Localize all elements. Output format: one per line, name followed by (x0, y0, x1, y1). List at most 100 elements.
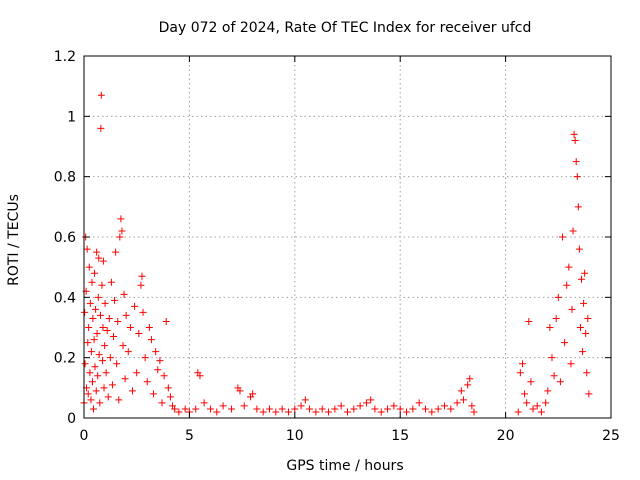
data-point (571, 136, 579, 144)
data-point (99, 257, 107, 265)
data-point (581, 269, 589, 277)
data-point (312, 408, 320, 416)
data-point (99, 357, 107, 365)
y-tick-label: 0 (67, 411, 76, 427)
data-point (112, 248, 120, 256)
axis-ticks: 0 5 10 15 20 25 0 0.2 0.4 0.6 0.8 1 1.2 (54, 49, 620, 444)
x-tick-label: 5 (185, 428, 194, 444)
data-point (542, 399, 550, 407)
data-point (88, 378, 96, 386)
x-tick-label: 10 (286, 428, 304, 444)
data-point (171, 405, 179, 413)
data-point (102, 369, 110, 377)
x-tick-label: 25 (602, 428, 620, 444)
data-point (236, 387, 244, 395)
data-point (156, 357, 164, 365)
data-point (580, 299, 588, 307)
data-point (253, 405, 261, 413)
data-point (120, 290, 128, 298)
data-point (565, 263, 573, 271)
data-point (110, 333, 118, 341)
data-point (249, 390, 257, 398)
data-point (158, 399, 166, 407)
data-point (92, 305, 100, 313)
data-point (94, 372, 102, 380)
data-point (92, 387, 100, 395)
data-point (409, 405, 417, 413)
data-point (104, 393, 112, 401)
data-point (121, 375, 129, 383)
data-point (91, 363, 99, 371)
data-point (117, 215, 125, 223)
data-point (95, 351, 103, 359)
data-point (84, 339, 92, 347)
data-point (196, 372, 204, 380)
chart-title: Day 072 of 2024, Rate Of TEC Index for r… (159, 20, 532, 36)
data-point (574, 203, 582, 211)
data-point (143, 378, 151, 386)
data-point (213, 408, 221, 416)
data-point (85, 324, 93, 331)
y-tick-label: 1.2 (54, 49, 76, 65)
x-tick-label: 0 (80, 428, 89, 444)
data-point (521, 390, 529, 398)
data-point (468, 402, 476, 410)
data-point (89, 314, 97, 322)
data-point (175, 408, 183, 416)
data-point (81, 308, 89, 316)
data-point (561, 339, 569, 347)
data-point (550, 372, 558, 380)
data-point (154, 366, 162, 374)
data-point (556, 378, 564, 386)
data-point (181, 405, 189, 413)
data-point (525, 317, 533, 325)
data-point (514, 408, 522, 416)
data-point (569, 227, 577, 235)
data-point (546, 324, 554, 331)
data-point (119, 342, 127, 350)
data-point (350, 405, 358, 413)
data-point (297, 402, 305, 410)
data-point (573, 173, 581, 181)
data-point (86, 299, 94, 307)
data-point (459, 396, 467, 404)
data-point (384, 405, 392, 413)
y-tick-label: 0.4 (54, 290, 76, 306)
data-point (135, 330, 143, 338)
data-point (99, 324, 107, 331)
data-point (101, 342, 109, 350)
data-point (584, 314, 592, 322)
data-point (554, 293, 562, 301)
data-point (96, 311, 104, 319)
data-point (567, 360, 575, 368)
data-point (403, 408, 411, 416)
data-point (585, 390, 593, 398)
x-axis-label: GPS time / hours (286, 458, 403, 474)
data-point (415, 399, 423, 407)
data-point (87, 396, 95, 404)
data-point (466, 375, 474, 383)
data-point (160, 372, 168, 380)
data-point (111, 296, 119, 304)
data-point (537, 408, 545, 416)
grid-lines (84, 56, 611, 418)
data-point (577, 275, 585, 283)
data-point (544, 387, 552, 395)
data-point (457, 387, 465, 395)
data-point (192, 405, 200, 413)
data-point (118, 227, 126, 235)
data-point (103, 327, 111, 335)
data-point (421, 405, 429, 413)
data-point (563, 281, 571, 289)
data-point (367, 396, 375, 404)
data-point (533, 402, 541, 410)
data-point (576, 324, 584, 331)
data-point (94, 293, 102, 301)
data-point (570, 130, 578, 138)
data-point (559, 233, 567, 241)
data-point (128, 387, 136, 395)
data-point (84, 390, 92, 398)
data-point (106, 354, 114, 362)
data-point (101, 299, 109, 307)
data-point (527, 378, 535, 386)
